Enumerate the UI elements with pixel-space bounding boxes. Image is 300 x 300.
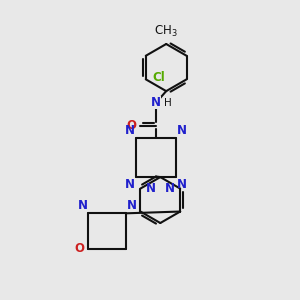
Text: N: N bbox=[78, 199, 88, 212]
Text: N: N bbox=[151, 96, 161, 110]
Text: H: H bbox=[164, 98, 172, 108]
Text: N: N bbox=[125, 124, 135, 137]
Text: N: N bbox=[127, 199, 137, 212]
Text: N: N bbox=[176, 178, 187, 191]
Text: Cl: Cl bbox=[152, 71, 165, 84]
Text: CH$_3$: CH$_3$ bbox=[154, 24, 178, 39]
Text: N: N bbox=[176, 124, 187, 137]
Text: N: N bbox=[125, 178, 135, 191]
Text: O: O bbox=[126, 119, 136, 132]
Text: O: O bbox=[75, 242, 85, 255]
Text: N: N bbox=[165, 182, 175, 195]
Text: N: N bbox=[146, 182, 156, 195]
